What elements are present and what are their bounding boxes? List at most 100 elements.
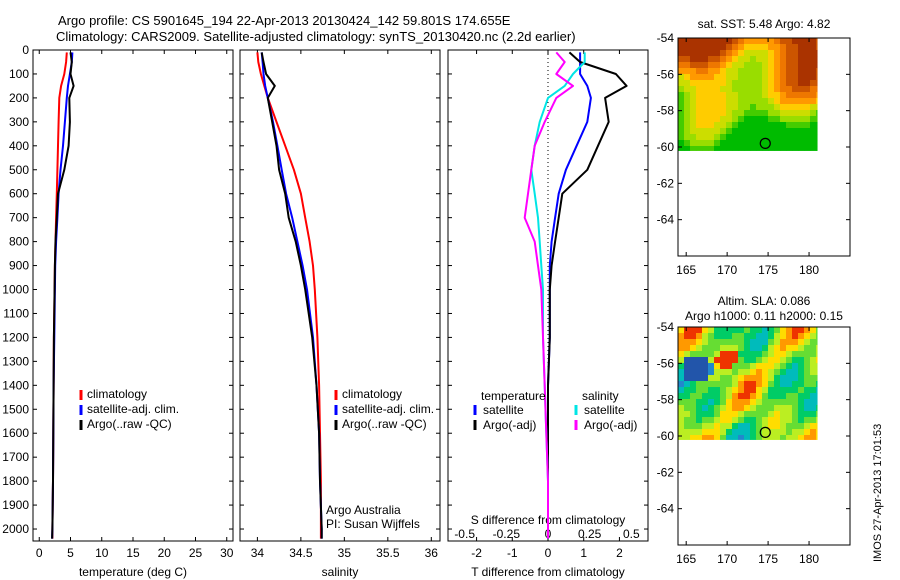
legend-entry: Argo(..raw -QC) (87, 417, 172, 431)
sla_map-heat-cells (678, 327, 818, 440)
depth-tick-label: 1800 (2, 474, 29, 488)
float-annotation: Argo Australia (326, 503, 401, 517)
float-annotation: PI: Susan Wijffels (326, 517, 420, 531)
temperature-xtick-label: 25 (189, 546, 203, 560)
salinity-difference-tick-label: 0.5 (623, 527, 640, 541)
legend-group-title: temperature (481, 389, 546, 403)
depth-tick-label: 1200 (2, 330, 29, 344)
sst_map-heat-cells (678, 38, 818, 151)
legend-entry: climatology (87, 387, 147, 401)
legend-entry: satellite (483, 403, 524, 417)
depth-tick-label: 1000 (2, 283, 29, 297)
depth-tick-label: 1100 (3, 306, 29, 320)
temperature-xtick-label: 15 (126, 546, 140, 560)
sst_map-panel: -54 -56 -58 -60 -62 -64 165 170 175 180 sat. SST: … (657, 17, 851, 277)
sla_map-ytick-label: -62 (657, 465, 675, 479)
depth-tick-label: 1700 (2, 450, 29, 464)
sst_map-ytick-label: -64 (657, 213, 675, 227)
differences-series-salinity-argo-adj- (523, 51, 574, 539)
depth-tick-label: 700 (9, 211, 29, 225)
depth-tick-label: 1500 (2, 402, 29, 416)
sla_map-xtick-label: 165 (676, 552, 696, 566)
salinity-series-argo-raw-qc- (260, 52, 323, 539)
salinity-xtick-label: 36 (425, 546, 439, 560)
sla_map-ytick-label: -64 (657, 502, 675, 516)
salinity-difference-tick-label: -0.5 (454, 527, 475, 541)
sla_map-ytick-label: -60 (657, 429, 675, 443)
sla_map-ytick-label: -58 (657, 393, 675, 407)
depth-tick-label: 2000 (2, 522, 29, 536)
salinity-xtick-label: 34.5 (289, 546, 313, 560)
depth-tick-label: 300 (9, 115, 29, 129)
differences-xtick-label: -2 (471, 546, 482, 560)
depth-tick-label: 500 (9, 163, 29, 177)
temperature-xtick-label: 5 (67, 546, 74, 560)
depth-tick-label: 100 (9, 67, 29, 81)
sla_map-xtick-label: 180 (799, 552, 819, 566)
depth-tick-label: 1300 (2, 354, 29, 368)
legend-entry: Argo(-adj) (584, 418, 637, 432)
differences-xtick-label: -1 (507, 546, 518, 560)
sst_map-xtick-label: 175 (758, 263, 778, 277)
differences-xlabel: T difference from climatology (471, 565, 625, 579)
sst_map-title: sat. SST: 5.48 Argo: 4.82 (698, 17, 831, 31)
depth-tick-label: 1900 (2, 498, 29, 512)
depth-tick-label: 0 (22, 43, 29, 57)
legend-entry: climatology (342, 387, 402, 401)
temperature-panel: 0100200300400500600700800900100011001200… (2, 43, 233, 579)
legend-entry: satellite-adj. clim. (87, 402, 179, 416)
depth-tick-label: 800 (9, 235, 29, 249)
salinity-xtick-label: 35.5 (376, 546, 400, 560)
sla_map-subtitle: Argo h1000: 0.11 h2000: 0.15 (685, 309, 843, 323)
sst_map-ytick-label: -60 (657, 140, 675, 154)
depth-tick-label: 1600 (2, 426, 29, 440)
sla_map-panel: -54 -56 -58 -60 -62 -64 165 170 175 180 Altim. SLA… (657, 294, 851, 566)
depth-tick-label: 400 (9, 139, 29, 153)
temperature-series-argo-raw-qc- (51, 52, 75, 539)
differences-xtick-label: 2 (616, 546, 623, 560)
sla_map-xtick-label: 175 (758, 552, 778, 566)
figure-title-line-2: Climatology: CARS2009. Satellite-adjuste… (56, 29, 576, 44)
differences-xtick-label: 0 (545, 546, 552, 560)
differences-xtick-label: 1 (580, 546, 587, 560)
depth-tick-label: 200 (9, 91, 29, 105)
salinity-panel: 34 34.5 35 35.5 36 salinity climatologysatelli… (239, 49, 441, 579)
legend-entry: satellite (584, 403, 625, 417)
sst_map-ytick-label: -62 (657, 176, 675, 190)
sst_map-ytick-label: -54 (657, 31, 675, 45)
differences-series-temperature-argo-adj- (547, 51, 628, 539)
sla_map-title: Altim. SLA: 0.086 (718, 294, 811, 308)
legend-entry: Argo(..raw -QC) (342, 417, 427, 431)
figure-title-line-1: Argo profile: CS 5901645_194 22-Apr-2013… (58, 13, 511, 28)
salinity-xlabel: salinity (322, 565, 359, 579)
sla_map-xtick-label: 170 (717, 552, 737, 566)
depth-tick-label: 1400 (2, 378, 29, 392)
sla_map-ytick-label: -56 (657, 356, 675, 370)
legend-group-title: salinity (582, 389, 619, 403)
sst_map-xtick-label: 165 (676, 263, 696, 277)
temperature-frame (32, 49, 234, 542)
temperature-xlabel: temperature (deg C) (79, 565, 187, 579)
temperature-xtick-label: 0 (36, 546, 43, 560)
salinity-difference-tick-label: 0.25 (578, 527, 602, 541)
depth-tick-label: 600 (9, 187, 29, 201)
legend-entry: Argo(-adj) (483, 418, 536, 432)
sst_map-argo-marker (759, 137, 771, 149)
salinity-frame (239, 49, 441, 542)
temperature-xtick-label: 20 (158, 546, 172, 560)
salinity-difference-tick-label: -0.25 (493, 527, 521, 541)
sla_map-ytick-label: -54 (657, 320, 675, 334)
salinity-xtick-label: 34 (251, 546, 265, 560)
sst_map-xtick-label: 180 (799, 263, 819, 277)
temperature-xtick-label: 10 (95, 546, 109, 560)
sst_map-ytick-label: -56 (657, 67, 675, 81)
depth-tick-label: 900 (9, 259, 29, 273)
sla_map-argo-marker (759, 426, 771, 438)
timestamp-stamp: IMOS 27-Apr-2013 17:01:53 (872, 423, 884, 562)
legend-entry: satellite-adj. clim. (342, 402, 434, 416)
sst_map-ytick-label: -58 (657, 104, 675, 118)
sst_map-xtick-label: 170 (717, 263, 737, 277)
salinity-xtick-label: 35 (338, 546, 352, 560)
